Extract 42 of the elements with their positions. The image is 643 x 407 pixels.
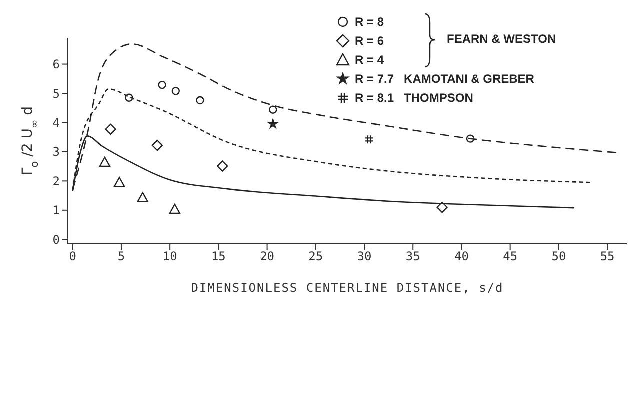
point	[436, 202, 448, 214]
x-tick-label: 10	[162, 250, 178, 264]
y-tick-label: 5	[52, 86, 60, 101]
legend-label: R = 7.7 KAMOTANI & GREBER	[355, 72, 534, 86]
y-tick-label: 3	[52, 145, 60, 160]
point	[196, 96, 204, 105]
legend-label: R = 8.1 THOMPSON	[355, 90, 474, 104]
annotation: FEARN & WESTON	[447, 32, 556, 46]
x-tick-label: 35	[406, 250, 420, 264]
x-tick-label: 45	[503, 250, 518, 264]
x-tick-label: 30	[357, 250, 372, 264]
point	[216, 160, 228, 172]
point	[268, 118, 278, 129]
point	[364, 135, 374, 144]
x-tick-label: 50	[552, 250, 566, 264]
x-tick-label: 20	[260, 250, 275, 264]
x-tick-label: 5	[118, 250, 126, 264]
x-axis-title: DIMENSIONLESS CENTERLINE DISTANCE, s/d	[191, 281, 504, 295]
point	[172, 87, 180, 96]
y-tick-label: 1	[52, 204, 60, 218]
point	[169, 204, 181, 214]
point	[99, 156, 111, 168]
legend-label: R = 4	[355, 52, 384, 66]
point	[125, 94, 134, 102]
x-tick-label: 40	[454, 250, 469, 264]
y-tick-label: 0	[52, 232, 60, 247]
x-tick-label: 15	[211, 250, 226, 264]
legend-label: R = 6	[355, 34, 384, 48]
point	[269, 106, 278, 114]
point	[137, 192, 148, 202]
legend-label: R = 8	[355, 14, 384, 28]
point	[114, 177, 126, 188]
y-tick-label: 2	[52, 174, 60, 188]
x-tick-label: 55	[600, 250, 615, 264]
point	[158, 80, 166, 90]
point	[152, 140, 164, 152]
y-tick-label: 6	[52, 58, 60, 72]
x-tick-label: 25	[308, 250, 324, 264]
x-tick-label: 0	[69, 250, 76, 264]
point	[466, 134, 475, 143]
point	[105, 124, 116, 136]
y-tick-label: 4	[52, 116, 60, 130]
